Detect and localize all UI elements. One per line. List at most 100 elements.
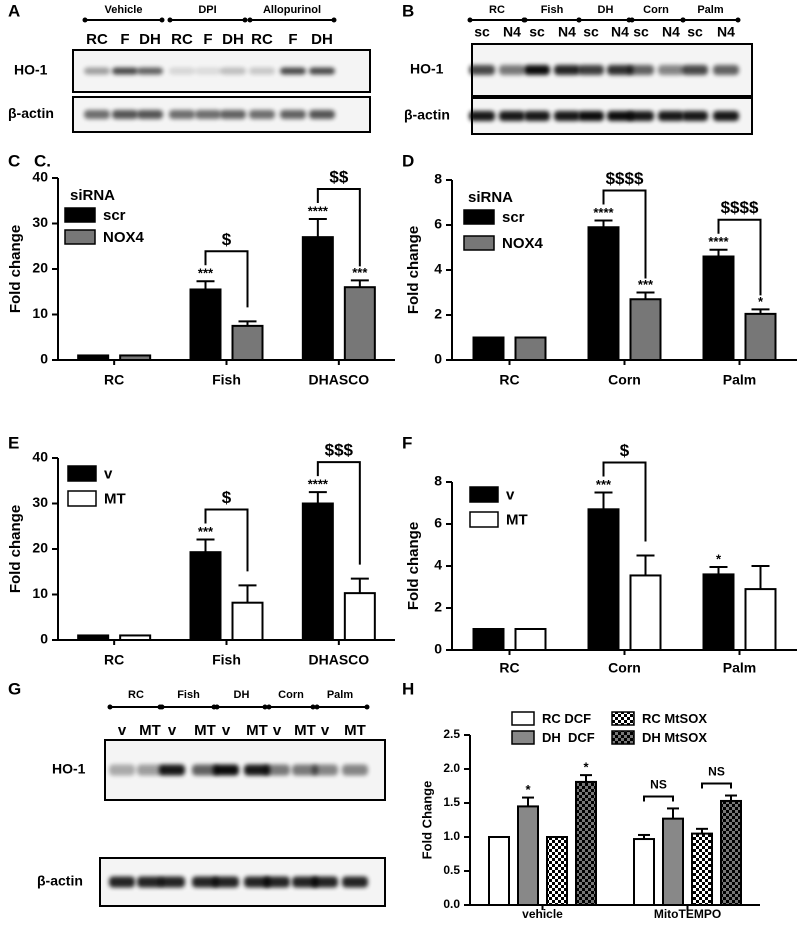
error-bar xyxy=(751,565,770,590)
lane-label: N4 xyxy=(717,24,735,40)
x-tick-label: RC xyxy=(499,660,519,676)
row-label: β-actin xyxy=(8,105,54,121)
band xyxy=(137,876,163,888)
lane-label: RC xyxy=(171,31,193,48)
group-dot xyxy=(364,704,370,710)
error-bar xyxy=(594,219,613,228)
comparison-label: $$ xyxy=(329,167,348,186)
comparison-bracket xyxy=(316,187,361,267)
bar xyxy=(587,508,620,651)
legend-swatch xyxy=(611,711,635,726)
lane-label: sc xyxy=(633,24,649,40)
row-label: β-actin xyxy=(37,873,83,889)
comparison-label: $$$ xyxy=(325,441,354,460)
y-tick-label: 0 xyxy=(434,351,442,367)
x-tick-label: RC xyxy=(499,372,519,388)
y-tick-label: 0 xyxy=(40,351,48,367)
band xyxy=(524,111,550,121)
band xyxy=(264,764,290,776)
bar xyxy=(77,634,110,642)
band xyxy=(249,110,275,119)
x-tick-label: Corn xyxy=(608,372,641,388)
band xyxy=(112,110,138,119)
band xyxy=(169,110,195,119)
panel-label: F xyxy=(402,433,412,452)
lane-label: MT xyxy=(194,722,216,739)
band xyxy=(554,65,580,75)
band xyxy=(112,67,138,75)
significance-label: *** xyxy=(198,266,214,281)
legend-title: siRNA xyxy=(468,189,513,206)
legend-label: MT xyxy=(506,511,528,528)
error-bar xyxy=(522,796,534,807)
significance-label: * xyxy=(525,782,531,797)
band xyxy=(249,67,275,75)
band xyxy=(309,110,335,119)
bar xyxy=(575,780,597,906)
comparison-bracket xyxy=(701,782,732,789)
legend-swatch xyxy=(67,465,97,482)
y-tick-label: 0 xyxy=(40,631,48,647)
band xyxy=(220,110,246,119)
y-tick-label: 20 xyxy=(32,260,48,276)
lane-label: DH xyxy=(222,31,244,48)
y-tick-label: 10 xyxy=(32,585,48,601)
bar xyxy=(744,588,777,651)
x-tick-label: MitoTEMPO xyxy=(654,907,721,921)
legend-label: RC DCF xyxy=(542,711,591,726)
y-tick-label: 1.0 xyxy=(443,829,460,843)
y-tick-label: 40 xyxy=(32,169,48,185)
legend-swatch xyxy=(463,235,495,251)
lane-label: F xyxy=(203,31,212,48)
y-axis-label: Fold Change xyxy=(419,781,434,860)
lane-label: RC xyxy=(251,31,273,48)
panel-label: C xyxy=(8,151,20,170)
error-bar xyxy=(709,248,728,257)
legend-label: DH MtSOX xyxy=(642,730,707,745)
legend-swatch xyxy=(64,229,96,245)
band xyxy=(244,764,270,776)
legend-label: NOX4 xyxy=(502,235,544,252)
error-bar xyxy=(709,566,728,575)
comparison-label: $ xyxy=(222,230,232,249)
bar xyxy=(517,805,539,907)
row-label: HO-1 xyxy=(14,62,48,78)
lane-label: v xyxy=(321,722,330,739)
significance-label: * xyxy=(758,294,764,309)
error-bar xyxy=(196,280,215,290)
lane-label: sc xyxy=(583,24,599,40)
row-label: HO-1 xyxy=(52,761,86,777)
comparison-label: $ xyxy=(620,441,630,460)
group-dot xyxy=(576,17,582,23)
band xyxy=(628,111,654,121)
band xyxy=(469,111,495,121)
y-tick-label: 0.5 xyxy=(443,863,460,877)
bar xyxy=(629,574,662,652)
y-tick-label: 2.0 xyxy=(443,761,460,775)
band xyxy=(84,67,110,75)
group-dot xyxy=(262,704,268,710)
bar xyxy=(472,336,505,361)
y-tick-label: 2 xyxy=(434,599,442,615)
group-label: RC xyxy=(128,689,144,701)
significance-label: * xyxy=(583,760,589,775)
significance-label: *** xyxy=(596,477,612,492)
lane-label: N4 xyxy=(503,24,521,40)
legend-swatch xyxy=(469,486,499,503)
band xyxy=(192,764,218,776)
significance-label: * xyxy=(716,551,722,566)
comparison-label: NS xyxy=(650,778,667,792)
group-label: Corn xyxy=(278,689,304,701)
y-axis-label: Fold change xyxy=(405,226,422,314)
bar xyxy=(691,832,713,906)
x-tick-label: Fish xyxy=(212,372,241,388)
legend-swatch xyxy=(511,730,535,745)
band xyxy=(713,111,739,121)
band xyxy=(682,111,708,121)
bar xyxy=(119,634,152,642)
legend-label: scr xyxy=(103,207,126,224)
legend-swatch xyxy=(469,511,499,528)
legend-swatch xyxy=(64,207,96,223)
comparison-bracket xyxy=(602,461,647,542)
